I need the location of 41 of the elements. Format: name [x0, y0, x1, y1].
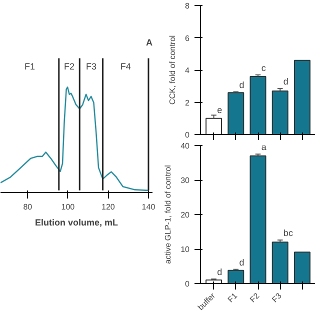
data-label: d [239, 257, 244, 268]
bar [206, 118, 222, 134]
data-label: d [217, 267, 222, 278]
data-label: bc [283, 228, 294, 238]
x-tick-label: F3 [270, 290, 284, 304]
bar [250, 76, 266, 134]
x-tick-label: 120 [102, 202, 116, 212]
text: F3 [86, 62, 96, 72]
bar [294, 252, 310, 284]
x-tick-label: 80 [23, 202, 33, 212]
y-tick-label: 20 [180, 210, 190, 220]
text: A [146, 38, 153, 48]
bar [272, 242, 288, 284]
y-axis-title: CCK, fold of control [168, 35, 178, 105]
y-tick-label: 0 [185, 130, 190, 140]
text: F2 [64, 62, 75, 72]
y-axis-title: active GLP-1, fold of control [164, 164, 173, 264]
x-axis-title: Elution volume, mL [35, 218, 119, 228]
bar [294, 60, 310, 134]
data-label: d [283, 76, 288, 87]
y-tick-label: 8 [185, 2, 190, 10]
y-tick-label: 2 [185, 98, 190, 108]
bar [228, 270, 244, 284]
text: F4 [120, 62, 131, 72]
y-tick-label: 40 [180, 142, 190, 150]
x-tick-label: 100 [61, 202, 76, 212]
bar [228, 92, 244, 134]
y-tick-label: 4 [185, 66, 190, 75]
bar [250, 155, 266, 284]
y-tick-label: 0 [185, 280, 190, 288]
x-tick-label: F1 [226, 290, 240, 304]
data-label: d [239, 80, 244, 90]
data-label: e [217, 105, 222, 116]
text: F1 [24, 62, 35, 72]
y-tick-label: 30 [180, 176, 190, 185]
y-tick-label: 10 [180, 245, 190, 254]
data-label: c [261, 62, 266, 73]
y-tick-label: 6 [185, 34, 190, 43]
x-tick-label: 140 [142, 202, 156, 212]
bar [272, 90, 288, 134]
x-tick-label: F2 [248, 290, 262, 304]
